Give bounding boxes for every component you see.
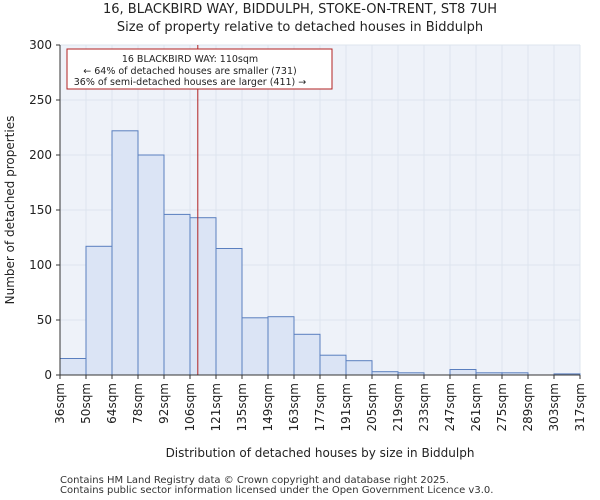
x-tick-label: 191sqm — [339, 383, 353, 431]
x-tick-label: 36sqm — [53, 383, 67, 424]
histogram-bar — [345, 360, 373, 376]
chart-title-line1: 16, BLACKBIRD WAY, BIDDULPH, STOKE-ON-TR… — [102, 2, 498, 17]
x-tick-label: 163sqm — [287, 383, 301, 431]
x-tick-label: 50sqm — [79, 383, 93, 424]
histogram-bar — [293, 333, 321, 376]
annotation-line1: 16 BLACKBIRD WAY: 110sqm — [122, 54, 258, 65]
y-tick-label: 200 — [29, 148, 52, 162]
x-tick-label: 135sqm — [235, 383, 249, 431]
histogram-bar — [111, 130, 139, 376]
histogram-bar — [267, 316, 295, 376]
x-tick-label: 205sqm — [365, 383, 379, 431]
x-axis-label: Distribution of detached houses by size … — [166, 446, 475, 460]
x-tick-label: 289sqm — [521, 383, 535, 431]
histogram-bar — [85, 245, 113, 376]
x-tick-label: 261sqm — [469, 383, 483, 431]
histogram-bar — [59, 358, 87, 376]
annotation-box: 16 BLACKBIRD WAY: 110sqm ← 64% of detach… — [66, 48, 333, 90]
x-tick-label: 247sqm — [443, 383, 457, 431]
chart-title-line2: Size of property relative to detached ho… — [116, 20, 484, 35]
histogram-bar — [215, 248, 243, 376]
histogram-bar — [163, 213, 191, 376]
x-tick-label: 106sqm — [183, 383, 197, 431]
histogram-bar — [449, 369, 477, 376]
x-tick-label: 303sqm — [547, 383, 561, 431]
x-tick-label: 121sqm — [209, 383, 223, 431]
x-tick-label: 149sqm — [261, 383, 275, 431]
footer-licence: Contains public sector information licen… — [60, 485, 494, 496]
x-tick-label: 233sqm — [417, 383, 431, 431]
y-tick-label: 150 — [29, 203, 52, 217]
y-tick-label: 300 — [29, 38, 52, 52]
annotation-line2: ← 64% of detached houses are smaller (73… — [83, 66, 296, 77]
x-tick-label: 64sqm — [105, 383, 119, 424]
x-tick-label: 317sqm — [573, 383, 587, 431]
y-tick-label: 250 — [29, 93, 52, 107]
y-tick-label: 100 — [29, 258, 52, 272]
histogram-bar — [137, 154, 165, 376]
y-tick-label: 50 — [37, 313, 52, 327]
y-tick-label: 0 — [44, 368, 52, 382]
x-tick-label: 92sqm — [157, 383, 171, 424]
histogram-bar — [189, 217, 217, 376]
x-tick-label: 275sqm — [495, 383, 509, 431]
x-tick-label: 177sqm — [313, 383, 327, 431]
y-axis-label: Number of detached properties — [3, 116, 17, 305]
x-tick-label: 78sqm — [131, 383, 145, 424]
footer-copyright: Contains HM Land Registry data © Crown c… — [60, 475, 449, 486]
histogram-bar — [241, 317, 269, 376]
x-tick-label: 219sqm — [391, 383, 405, 431]
annotation-line3: 36% of semi-detached houses are larger (… — [74, 77, 307, 88]
histogram-bar — [319, 354, 347, 376]
